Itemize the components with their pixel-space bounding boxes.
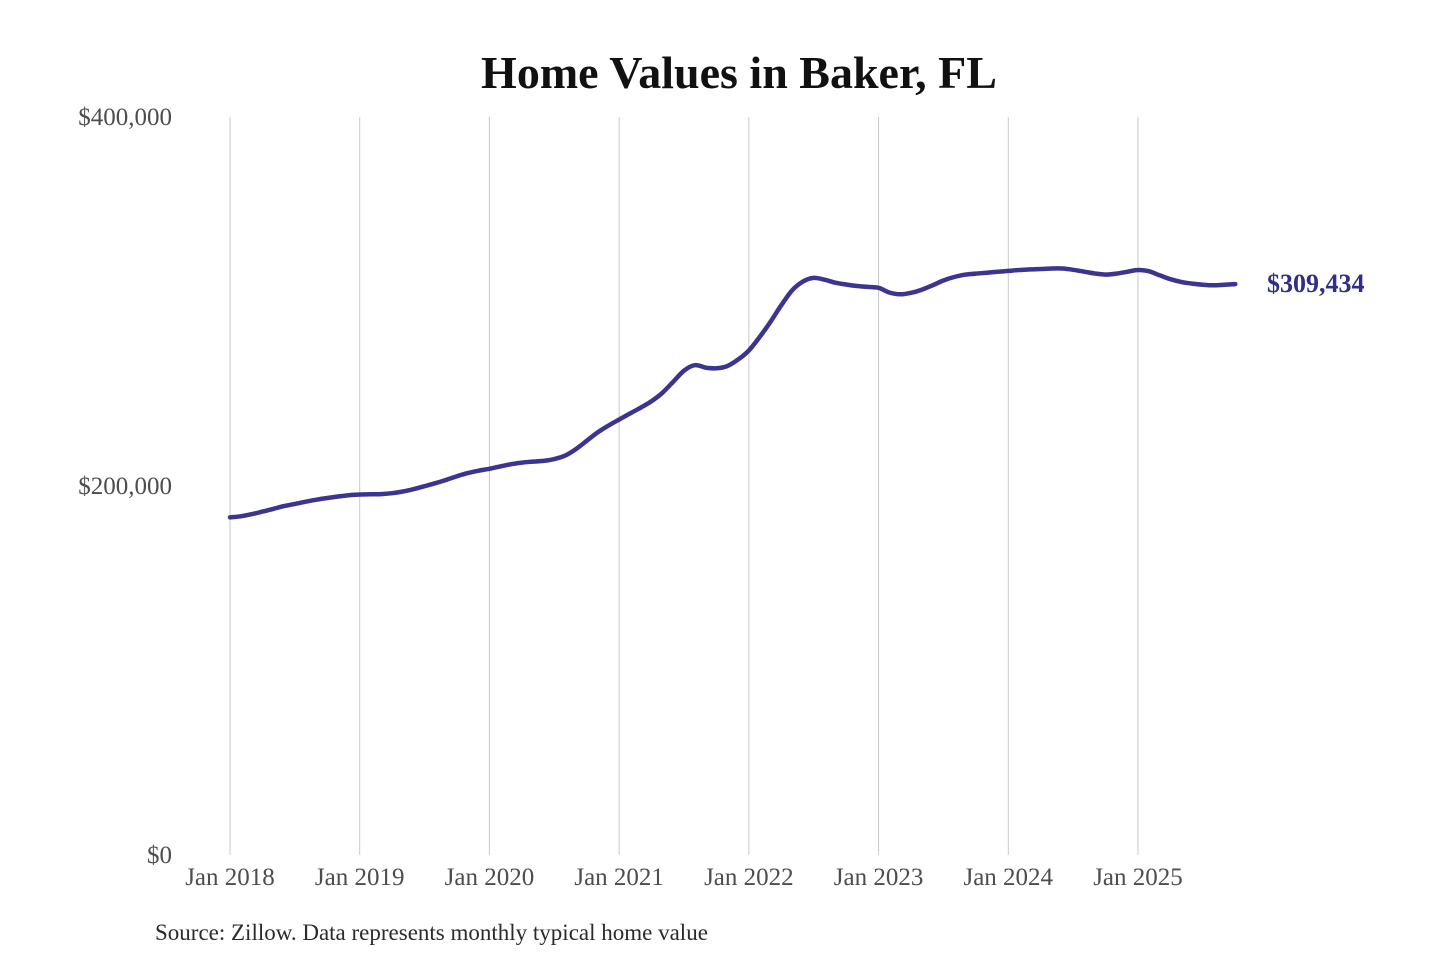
x-tick-label: Jan 2019 (315, 864, 405, 891)
x-tick-label: Jan 2018 (185, 864, 275, 891)
source-note: Source: Zillow. Data represents monthly … (155, 920, 708, 945)
x-tick-label: Jan 2021 (574, 864, 664, 891)
x-tick-label: Jan 2023 (834, 864, 924, 891)
y-axis-labels: $0 $200,000 $400,000 (78, 104, 172, 869)
y-tick-label: $400,000 (78, 104, 172, 131)
x-tick-label: Jan 2025 (1093, 864, 1183, 891)
x-tick-label: Jan 2024 (963, 864, 1053, 891)
gridlines (229, 117, 1139, 855)
y-tick-label: $200,000 (78, 473, 172, 500)
y-tick-label: $0 (147, 842, 172, 869)
x-tick-label: Jan 2020 (445, 864, 535, 891)
value-line-series (227, 266, 1238, 520)
latest-value-label: $309,434 (1267, 269, 1365, 298)
chart-title: Home Values in Baker, FL (481, 47, 997, 98)
x-tick-label: Jan 2022 (704, 864, 794, 891)
x-axis-labels: Jan 2018 Jan 2019 Jan 2020 Jan 2021 Jan 2022… (185, 864, 1183, 891)
